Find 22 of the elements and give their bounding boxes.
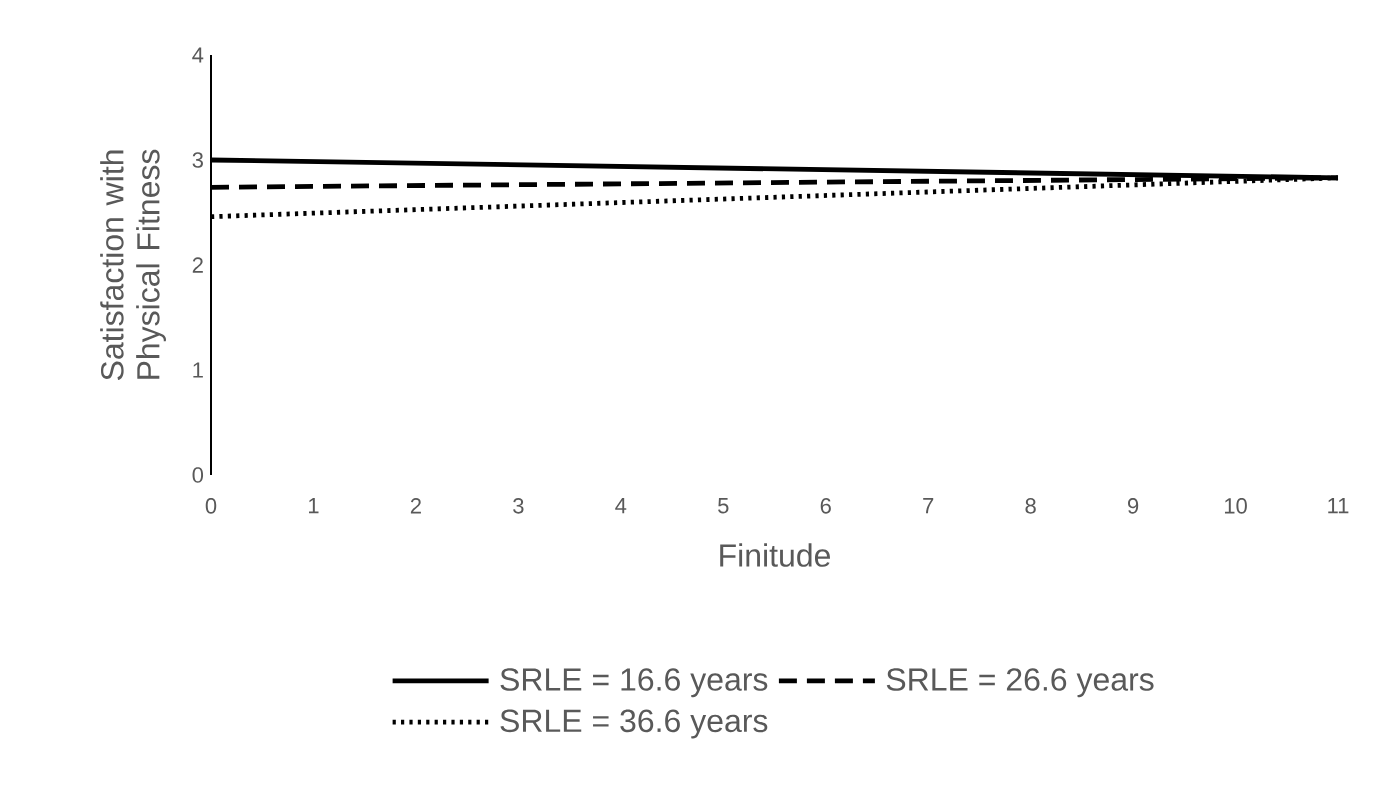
x-tick-label: 10 xyxy=(1224,498,1247,514)
x-tick-label: 9 xyxy=(1128,498,1139,514)
y-tick-label: 3 xyxy=(192,152,203,168)
x-tick-label: 7 xyxy=(923,498,934,514)
y-tick-label: 1 xyxy=(193,362,203,378)
legend-label: SRLE = 36.6 years xyxy=(500,709,768,739)
legend-label: SRLE = 26.6 years xyxy=(886,668,1154,698)
x-tick-label: 2 xyxy=(410,498,421,514)
y-tick-label: 0 xyxy=(192,467,204,483)
x-tick-label: 11 xyxy=(1328,498,1349,514)
x-tick-label: 4 xyxy=(615,498,627,514)
x-tick-label: 1 xyxy=(309,498,319,514)
y-axis-title: Satisfaction with Physical Fitness xyxy=(100,149,166,381)
y-tick-label: 2 xyxy=(192,257,203,273)
legend-label: SRLE = 16.6 years xyxy=(500,668,768,698)
x-axis-title: Finitude xyxy=(720,543,830,567)
x-tick-label: 0 xyxy=(205,498,217,514)
x-tick-label: 3 xyxy=(513,498,524,514)
y-tick-label: 4 xyxy=(192,47,204,63)
x-tick-label: 8 xyxy=(1025,498,1036,514)
x-tick-label: 6 xyxy=(820,498,831,514)
x-tick-label: 5 xyxy=(718,498,729,514)
